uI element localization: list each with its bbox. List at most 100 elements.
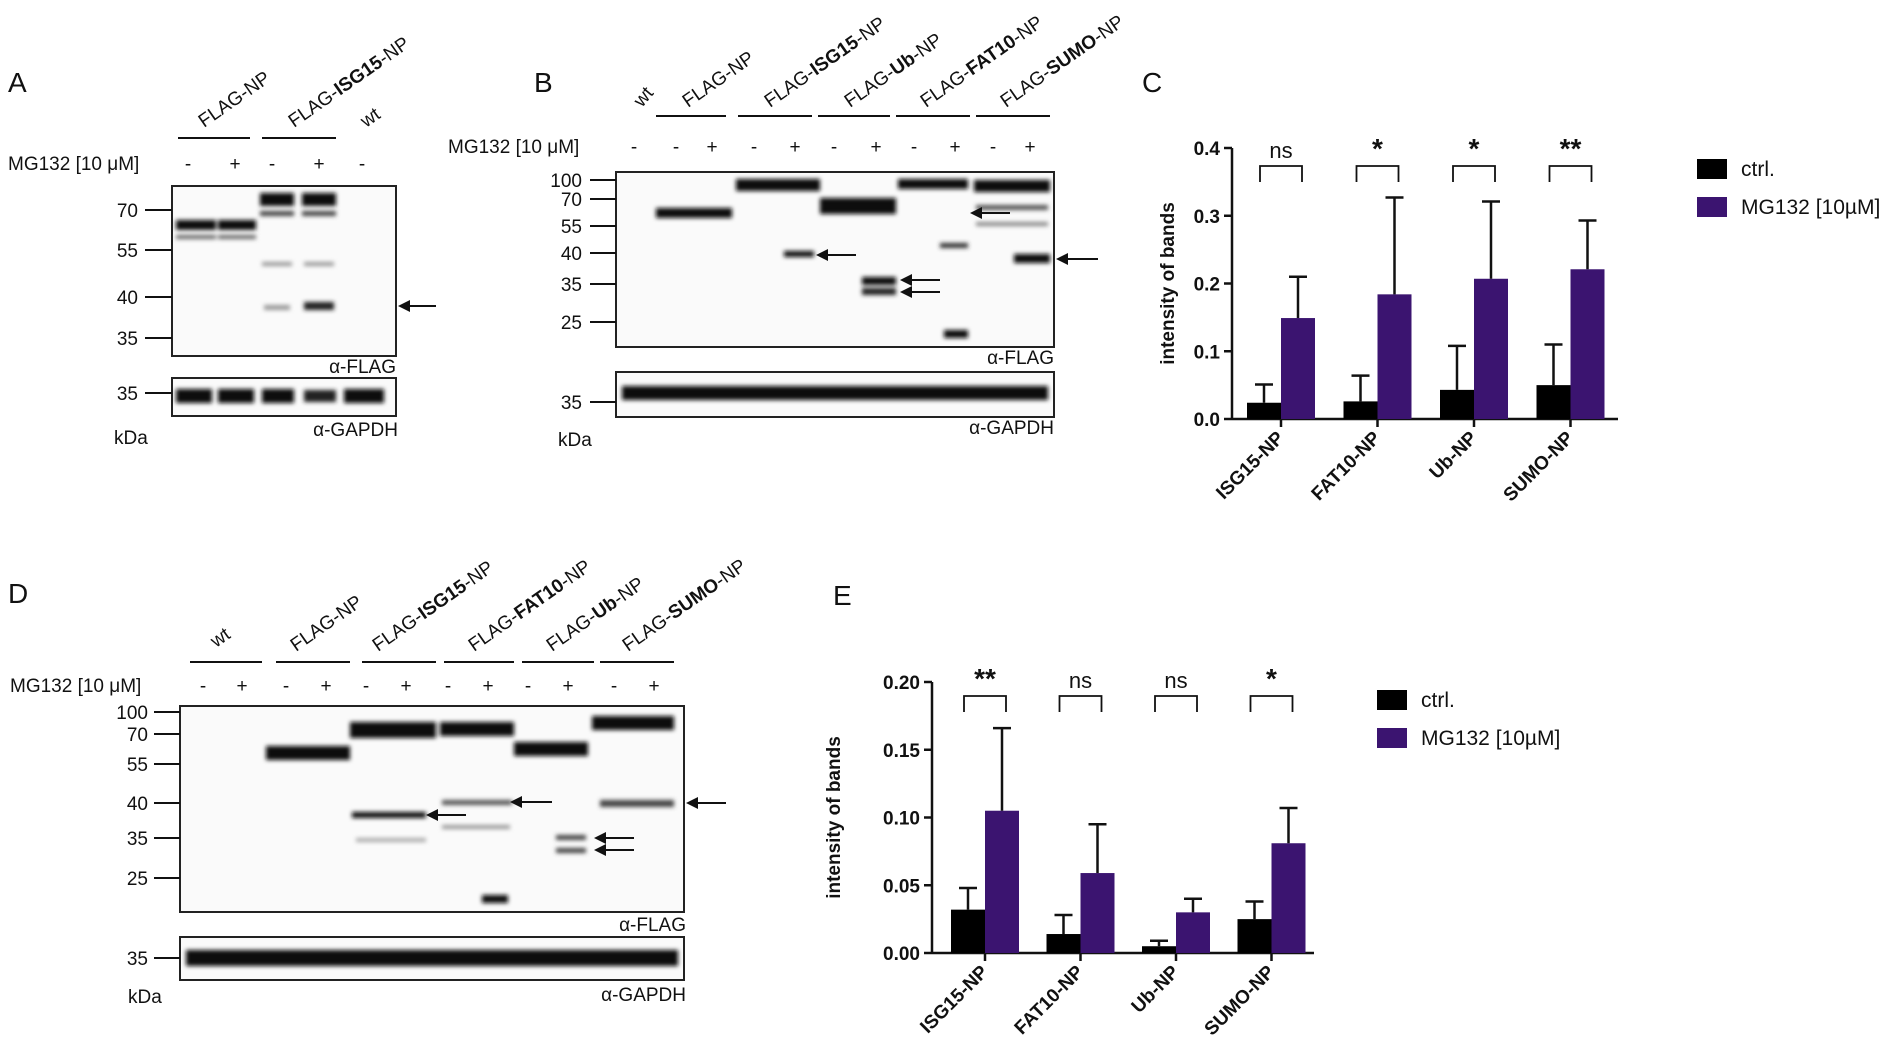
y-axis-label-e: intensity of bands <box>824 736 845 899</box>
sign-b-2: - <box>673 137 679 158</box>
antibody-b-flag: α-FLAG <box>987 348 1054 369</box>
y-axis-label-c: intensity of bands <box>1158 202 1179 365</box>
y-tick-label-c-4: 0.4 <box>1194 139 1221 160</box>
significance-bracket-e-0 <box>963 695 1007 712</box>
significance-label-e-3: * <box>1266 663 1277 694</box>
marker-b-40: 40 <box>561 244 582 265</box>
western-blot-d: wt FLAG-NP FLAG-ISG15-NP FLAG-FAT10-NP F… <box>10 555 750 1008</box>
marker-a-55: 55 <box>117 241 138 262</box>
sign-b-5: + <box>789 137 800 158</box>
sign-d-5: - <box>363 676 369 697</box>
marker-d-70: 70 <box>127 725 148 746</box>
sign-b-3: + <box>706 137 717 158</box>
unit-d: kDa <box>128 987 162 1008</box>
significance-label-e-1: ns <box>1069 668 1092 693</box>
sign-b-8: - <box>911 137 917 158</box>
significance-label-e-0: ** <box>974 663 996 694</box>
lane-label-a-1: FLAG-NP <box>195 68 275 132</box>
significance-label-c-3: ** <box>1560 133 1582 164</box>
bar-e-ctrl-0 <box>951 909 985 953</box>
marker-a-40: 40 <box>117 288 138 309</box>
x-tick-label-c-2: Ub-NP <box>1426 427 1482 483</box>
sign-d-6: + <box>400 676 411 697</box>
y-tick-label-c-0: 0.0 <box>1194 410 1220 431</box>
sign-a-5: - <box>359 154 365 175</box>
x-tick-label-c-0: ISG15-NP <box>1212 427 1288 503</box>
sign-b-10: - <box>990 137 996 158</box>
antibody-a-gapdh: α-GAPDH <box>313 420 398 441</box>
y-tick-label-c-1: 0.1 <box>1194 342 1221 363</box>
bar-e-mg132-3 <box>1271 843 1306 953</box>
sign-d-10: + <box>562 676 573 697</box>
panel-label-d: D <box>8 578 28 609</box>
significance-label-c-2: * <box>1469 133 1480 164</box>
marker-b-25: 25 <box>561 313 582 334</box>
sign-b-6: - <box>831 137 837 158</box>
treatment-label-b: MG132 [10 μM] <box>448 137 579 158</box>
sign-d-11: - <box>611 676 617 697</box>
bar-c-mg132-2 <box>1474 278 1508 419</box>
significance-bracket-c-0 <box>1259 165 1303 182</box>
bar-e-ctrl-1 <box>1046 934 1081 953</box>
x-tick-label-e-3: SUMO-NP <box>1201 961 1280 1040</box>
marker-d-100: 100 <box>116 703 148 724</box>
legend-label-c-0: ctrl. <box>1741 158 1775 181</box>
marker-d-35: 35 <box>127 829 148 850</box>
sign-b-9: + <box>949 137 960 158</box>
legend-label-c-1: MG132 [10µM] <box>1741 196 1880 219</box>
panel-label-b: B <box>534 67 553 98</box>
marker-a-35: 35 <box>117 329 138 350</box>
bar-e-mg132-0 <box>985 810 1019 953</box>
antibody-d-flag: α-FLAG <box>619 915 686 936</box>
y-tick-label-e-2: 0.10 <box>883 809 920 830</box>
sign-a-4: + <box>313 154 324 175</box>
y-tick-label-e-4: 0.20 <box>883 673 920 694</box>
bar-e-mg132-2 <box>1176 912 1210 953</box>
treatment-label-d: MG132 [10 μM] <box>10 676 141 697</box>
bar-c-mg132-0 <box>1281 318 1315 419</box>
marker-d-55: 55 <box>127 755 148 776</box>
sign-d-4: + <box>320 676 331 697</box>
bar-c-ctrl-0 <box>1247 402 1281 419</box>
legend-swatch-e-1 <box>1377 728 1407 748</box>
bar-c-ctrl-1 <box>1343 401 1378 419</box>
legend-swatch-c-0 <box>1697 159 1727 179</box>
x-tick-label-c-3: SUMO-NP <box>1500 427 1579 506</box>
panel-label-a: A <box>8 67 27 98</box>
panel-label-c: C <box>1142 67 1162 98</box>
bar-e-ctrl-2 <box>1142 946 1176 953</box>
marker-a-gapdh-35: 35 <box>117 384 138 405</box>
unit-b: kDa <box>558 430 592 451</box>
antibody-a-flag: α-FLAG <box>329 357 396 378</box>
marker-b-70: 70 <box>561 190 582 211</box>
sign-b-11: + <box>1024 137 1035 158</box>
significance-bracket-e-1 <box>1058 695 1103 712</box>
antibody-b-gapdh: α-GAPDH <box>969 418 1054 439</box>
bar-c-mg132-1 <box>1377 294 1412 419</box>
sign-d-8: + <box>482 676 493 697</box>
marker-d-gapdh-35: 35 <box>127 949 148 970</box>
lane-label-b-1: wt <box>629 83 658 112</box>
bar-e-ctrl-3 <box>1237 919 1272 953</box>
bar-e-mg132-1 <box>1080 873 1115 953</box>
lane-label-d-2: FLAG-NP <box>287 592 367 656</box>
bar-chart-c: 0.0 0.1 0.2 0.3 0.4 intensity of bands ISG15-N… <box>1158 133 1880 506</box>
x-tick-label-e-1: FAT10-NP <box>1011 961 1089 1039</box>
blot-d-flag <box>179 705 685 913</box>
y-tick-label-e-1: 0.05 <box>883 876 920 897</box>
marker-a-70: 70 <box>117 201 138 222</box>
marker-b-gapdh-35: 35 <box>561 393 582 414</box>
sign-b-1: - <box>631 137 637 158</box>
sign-d-9: - <box>525 676 531 697</box>
legend-swatch-e-0 <box>1377 690 1407 710</box>
lane-label-a-3: wt <box>356 104 385 133</box>
x-tick-label-e-2: Ub-NP <box>1128 961 1184 1017</box>
sign-d-1: - <box>200 676 206 697</box>
y-tick-label-e-0: 0.00 <box>883 944 920 965</box>
marker-d-40: 40 <box>127 794 148 815</box>
sign-d-12: + <box>648 676 659 697</box>
sign-d-3: - <box>283 676 289 697</box>
legend-label-e-1: MG132 [10µM] <box>1421 727 1560 750</box>
marker-b-55: 55 <box>561 217 582 238</box>
